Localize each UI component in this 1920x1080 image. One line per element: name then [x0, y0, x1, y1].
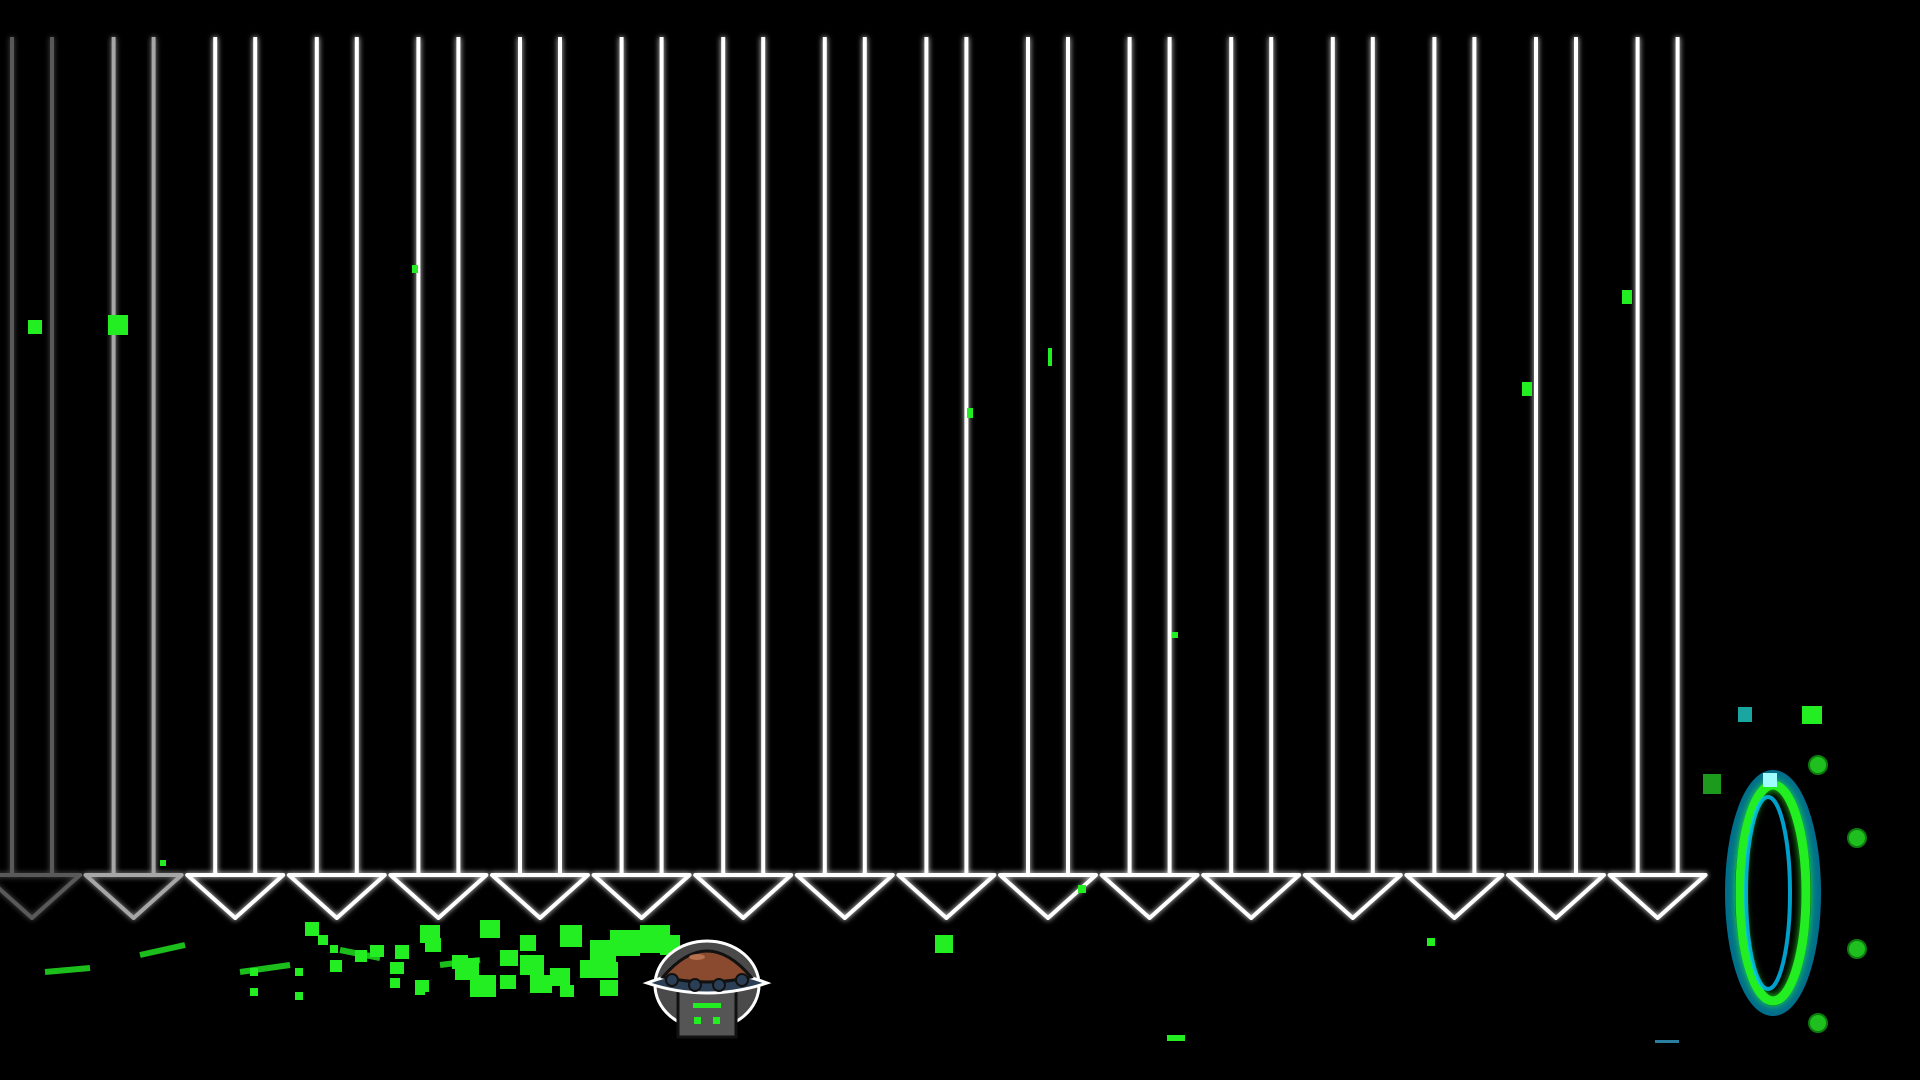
particle-square — [108, 315, 128, 335]
particle-square — [560, 925, 582, 947]
spike-pillar — [1506, 37, 1606, 920]
orb-icon — [1847, 828, 1867, 848]
spike-icon — [388, 873, 489, 920]
particle-square — [330, 945, 338, 953]
particle-square — [480, 920, 500, 938]
particle-square — [295, 968, 303, 976]
spike-pillar — [0, 37, 82, 920]
particle-square — [967, 408, 973, 418]
spike-icon — [1404, 873, 1505, 920]
particle-streak — [239, 962, 291, 975]
spike-icon — [998, 873, 1098, 920]
portal-orbs — [1808, 755, 1867, 1033]
particle-square — [560, 985, 574, 997]
particle-square — [425, 938, 441, 952]
particle-square — [412, 265, 418, 273]
spike-icon — [591, 873, 692, 920]
particle-square — [530, 975, 552, 993]
spike-icon — [0, 873, 82, 920]
particle-square — [390, 978, 400, 988]
orb-icon — [1847, 939, 1867, 959]
particle-square — [1655, 1040, 1679, 1043]
player-ufo-icon — [642, 939, 772, 1039]
particle-square — [1802, 706, 1822, 724]
particle-square — [1703, 774, 1721, 794]
spike-icon — [1302, 873, 1403, 920]
particle-square — [160, 860, 166, 866]
particle-square — [470, 975, 496, 997]
particle-streak — [44, 965, 91, 975]
spike-icon — [1201, 873, 1302, 920]
spike-pillar — [83, 37, 184, 920]
particle-square — [250, 988, 258, 996]
particle-square — [590, 940, 616, 962]
spike-pillar — [998, 37, 1098, 920]
spike-pillar — [185, 37, 286, 920]
spike-icon — [1099, 873, 1200, 920]
particle-streak — [339, 947, 381, 961]
particle-square — [610, 930, 640, 956]
spike-icon — [693, 873, 794, 920]
particle-square — [1048, 348, 1052, 366]
particle-square — [318, 935, 328, 945]
spike-icon — [794, 873, 895, 920]
particle-streak — [439, 957, 481, 968]
particle-square — [295, 992, 303, 1000]
particle-square — [600, 980, 618, 996]
orb-icon — [1808, 755, 1828, 775]
particle-trail — [28, 265, 1632, 1041]
particle-square — [550, 968, 570, 986]
spike-icon — [896, 873, 997, 920]
particle-square — [500, 950, 518, 966]
spike-pillar — [286, 37, 387, 920]
particle-square — [520, 935, 536, 951]
spike-icon — [185, 873, 286, 920]
particle-square — [600, 962, 618, 978]
particle-square — [1738, 707, 1752, 722]
spike-pillar — [1201, 37, 1302, 920]
particle-square — [395, 945, 409, 959]
spike-pillar-wall — [0, 37, 1708, 920]
spike-pillar — [1607, 37, 1708, 920]
gravity-portal-icon — [1725, 770, 1821, 1016]
spike-pillar — [1404, 37, 1505, 920]
spike-pillar — [490, 37, 590, 920]
particle-square — [28, 320, 42, 334]
particle-square — [580, 960, 602, 978]
spike-icon — [490, 873, 590, 920]
spike-icon — [1607, 873, 1708, 920]
spike-icon — [286, 873, 387, 920]
spike-icon — [1506, 873, 1606, 920]
spike-pillar — [1302, 37, 1403, 920]
particle-square — [1622, 290, 1632, 304]
particle-square — [390, 962, 404, 974]
spike-pillar — [1099, 37, 1200, 920]
spike-pillar — [591, 37, 692, 920]
spike-icon — [83, 873, 184, 920]
particle-square — [935, 935, 953, 953]
particle-square — [415, 985, 425, 995]
spike-pillar — [896, 37, 997, 920]
spike-pillar — [794, 37, 895, 920]
particle-square — [1078, 885, 1086, 893]
particle-streak — [139, 942, 186, 958]
particle-square — [1172, 632, 1178, 638]
particle-square — [500, 975, 516, 989]
particle-square — [305, 922, 319, 936]
particle-square — [1167, 1035, 1185, 1041]
spike-pillar — [388, 37, 489, 920]
particle-square — [520, 955, 544, 975]
spike-pillar — [693, 37, 794, 920]
particle-square — [1522, 382, 1532, 396]
particle-square — [1427, 938, 1435, 946]
particle-square — [330, 960, 342, 972]
orb-icon — [1808, 1013, 1828, 1033]
